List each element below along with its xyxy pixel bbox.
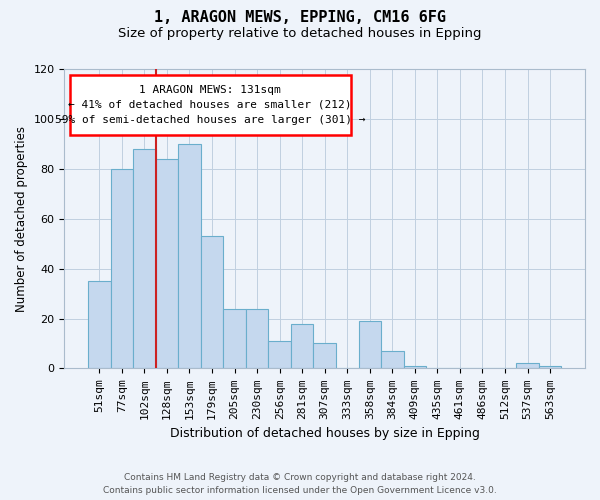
Y-axis label: Number of detached properties: Number of detached properties xyxy=(15,126,28,312)
Bar xyxy=(223,308,246,368)
Text: Contains HM Land Registry data © Crown copyright and database right 2024.
Contai: Contains HM Land Registry data © Crown c… xyxy=(103,474,497,495)
Bar xyxy=(133,149,155,368)
Bar xyxy=(88,281,110,368)
Bar xyxy=(381,351,404,368)
Bar xyxy=(268,341,291,368)
X-axis label: Distribution of detached houses by size in Epping: Distribution of detached houses by size … xyxy=(170,427,479,440)
Bar xyxy=(178,144,201,368)
Bar xyxy=(404,366,426,368)
Bar xyxy=(201,236,223,368)
Bar xyxy=(539,366,562,368)
Text: Size of property relative to detached houses in Epping: Size of property relative to detached ho… xyxy=(118,28,482,40)
Bar xyxy=(359,321,381,368)
FancyBboxPatch shape xyxy=(70,75,351,135)
Text: 1 ARAGON MEWS: 131sqm
← 41% of detached houses are smaller (212)
59% of semi-det: 1 ARAGON MEWS: 131sqm ← 41% of detached … xyxy=(55,85,365,124)
Bar xyxy=(155,159,178,368)
Bar xyxy=(313,344,336,368)
Bar xyxy=(246,308,268,368)
Bar xyxy=(110,169,133,368)
Text: 1, ARAGON MEWS, EPPING, CM16 6FG: 1, ARAGON MEWS, EPPING, CM16 6FG xyxy=(154,10,446,25)
Bar xyxy=(291,324,313,368)
Bar xyxy=(516,364,539,368)
